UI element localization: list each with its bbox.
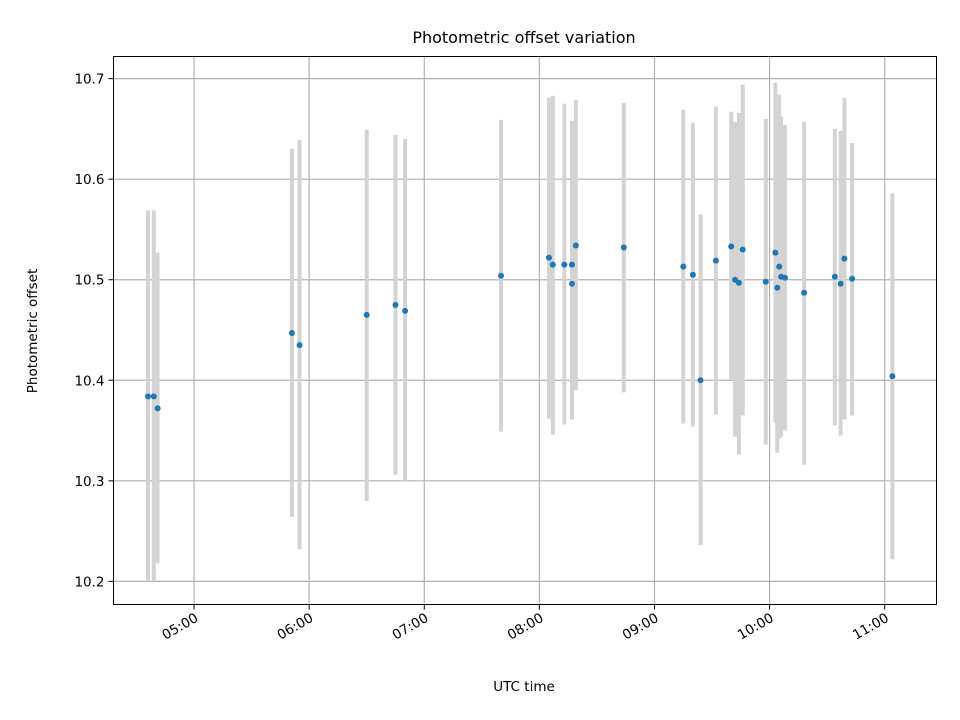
data-point bbox=[498, 272, 505, 279]
data-point bbox=[392, 301, 399, 308]
data-point bbox=[772, 249, 779, 256]
x-tick-label: 11:00 bbox=[850, 610, 892, 643]
data-point bbox=[572, 242, 579, 249]
data-point bbox=[145, 393, 152, 400]
x-axis-label: UTC time bbox=[493, 679, 555, 695]
data-points bbox=[145, 242, 896, 412]
data-point bbox=[545, 254, 552, 261]
data-point bbox=[363, 311, 370, 318]
data-point bbox=[561, 261, 568, 268]
y-tick-label: 10.3 bbox=[74, 474, 104, 490]
data-point bbox=[739, 246, 746, 253]
data-point bbox=[620, 244, 627, 251]
data-point bbox=[154, 405, 161, 412]
y-tick-label: 10.5 bbox=[74, 273, 104, 289]
data-point bbox=[569, 261, 576, 268]
data-point bbox=[288, 330, 295, 337]
data-point bbox=[841, 255, 848, 262]
x-tick-label: 07:00 bbox=[390, 610, 432, 643]
data-point bbox=[569, 280, 576, 287]
data-point bbox=[889, 373, 896, 380]
data-point bbox=[831, 273, 838, 280]
y-tick-label: 10.2 bbox=[74, 574, 104, 590]
data-point bbox=[296, 342, 303, 349]
data-point bbox=[776, 263, 783, 270]
data-point bbox=[402, 307, 409, 314]
data-point bbox=[849, 275, 856, 282]
x-axis: 05:00 06:00 07:00 08:00 09:00 10:00 11:00 bbox=[159, 604, 892, 643]
data-point bbox=[689, 271, 696, 278]
x-tick-label: 09:00 bbox=[620, 610, 662, 643]
plot-frame bbox=[113, 56, 937, 605]
chart-title: Photometric offset variation bbox=[412, 28, 635, 47]
data-point bbox=[150, 393, 157, 400]
x-tick-label: 06:00 bbox=[274, 610, 316, 643]
data-point bbox=[801, 289, 808, 296]
data-point bbox=[837, 280, 844, 287]
data-point bbox=[781, 274, 788, 281]
grid bbox=[113, 56, 937, 605]
y-tick-label: 10.6 bbox=[74, 172, 104, 188]
data-point bbox=[680, 263, 687, 270]
y-axis-label: Photometric offset bbox=[25, 269, 41, 393]
data-point bbox=[697, 377, 704, 384]
x-tick-label: 10:00 bbox=[735, 610, 777, 643]
error-bars bbox=[146, 82, 895, 582]
y-tick-label: 10.7 bbox=[74, 72, 104, 88]
data-point bbox=[762, 278, 769, 285]
y-axis: 10.2 10.3 10.4 10.5 10.6 10.7 bbox=[74, 72, 114, 590]
x-tick-label: 08:00 bbox=[505, 610, 547, 643]
data-point bbox=[735, 279, 742, 286]
data-point bbox=[728, 243, 735, 250]
data-point bbox=[774, 284, 781, 291]
data-point bbox=[712, 257, 719, 264]
y-tick-label: 10.4 bbox=[74, 373, 104, 389]
data-point bbox=[549, 261, 556, 268]
x-tick-label: 05:00 bbox=[159, 610, 201, 643]
